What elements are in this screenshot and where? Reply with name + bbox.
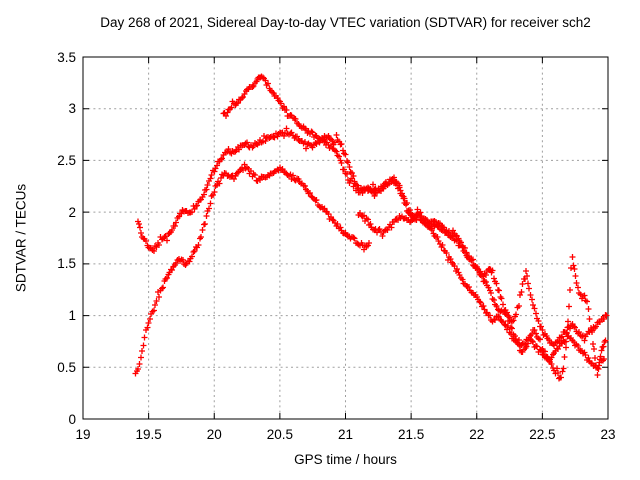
series-sdtvar-trace-2	[135, 125, 610, 349]
y-axis-label: SDTVAR / TECUs	[13, 183, 29, 293]
x-tick-label: 20.5	[266, 427, 294, 442]
plot-border	[82, 56, 609, 420]
y-tick-label: 1	[68, 308, 76, 324]
y-tick-label: 3	[68, 101, 76, 117]
x-tick-label: 19.5	[135, 427, 162, 442]
chart-title: Day 268 of 2021, Sidereal Day-to-day VTE…	[100, 15, 591, 30]
series-sdtvar-trace-3	[220, 73, 609, 382]
y-tick-label: 0.5	[57, 359, 76, 375]
y-tick-label: 2.5	[57, 152, 76, 168]
y-tick-label: 2	[68, 204, 76, 220]
x-tick-label: 19	[75, 427, 91, 442]
x-tick-label: 23	[600, 427, 616, 442]
x-axis-label: GPS time / hours	[294, 452, 397, 467]
x-tick-label: 21	[337, 427, 354, 442]
x-tick-label: 21.5	[397, 427, 425, 442]
y-tick-label: 3.5	[57, 49, 76, 65]
x-tick-label: 20	[206, 427, 222, 442]
y-tick-label: 0	[68, 411, 76, 427]
series-sdtvar-trace-1	[132, 161, 372, 377]
series-sdtvar-trace-4	[355, 210, 607, 371]
y-tick-label: 1.5	[57, 256, 76, 272]
x-tick-label: 22	[469, 427, 485, 442]
x-tick-label: 22.5	[529, 427, 556, 442]
